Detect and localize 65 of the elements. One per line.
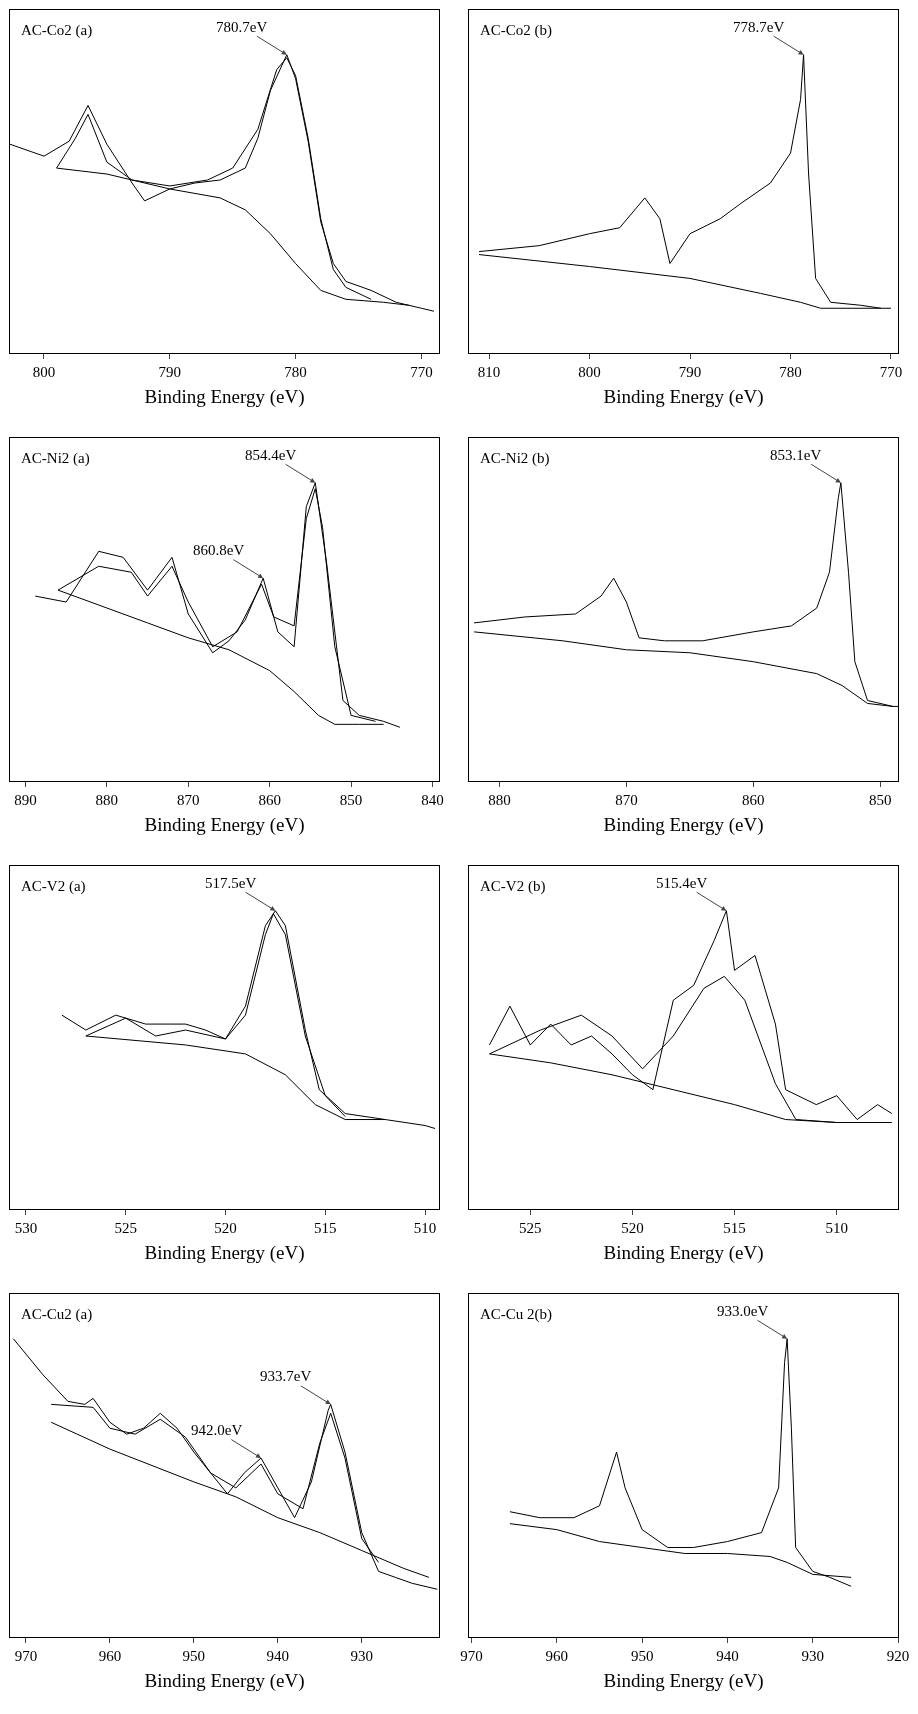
x-tick-label: 880 bbox=[488, 792, 511, 808]
x-axis-title: Binding Energy (eV) bbox=[144, 385, 305, 408]
x-tick-label: 510 bbox=[413, 1220, 437, 1236]
x-tick-label: 920 bbox=[886, 1648, 910, 1664]
annotation: 860.8eV bbox=[193, 542, 245, 558]
x-tick-label: 880 bbox=[95, 792, 119, 808]
chart-title: AC-Ni2 (b) bbox=[480, 450, 550, 467]
x-axis-title: Binding Energy (eV) bbox=[144, 813, 305, 836]
chart-title: AC-V2 (a) bbox=[21, 878, 86, 895]
chart-title: AC-Cu 2(b) bbox=[480, 1306, 553, 1323]
x-tick-label: 800 bbox=[32, 364, 56, 380]
annotation: 933.0eV bbox=[717, 1303, 769, 1319]
x-tick-label: 870 bbox=[177, 792, 200, 808]
x-tick-label: 525 bbox=[114, 1220, 137, 1236]
chart-title: AC-Co2 (a) bbox=[21, 22, 93, 39]
x-tick-label: 770 bbox=[879, 364, 903, 380]
x-tick-label: 780 bbox=[284, 364, 307, 380]
x-tick-label: 850 bbox=[339, 792, 363, 808]
annotation: 854.4eV bbox=[245, 447, 297, 463]
chart-title: AC-Ni2 (a) bbox=[21, 450, 90, 467]
annotation: 515.4eV bbox=[656, 875, 708, 891]
chart-title: AC-Cu2 (a) bbox=[21, 1306, 93, 1323]
chart-title: AC-Co2 (b) bbox=[480, 22, 553, 39]
x-tick-label: 860 bbox=[258, 792, 281, 808]
x-tick-label: 520 bbox=[214, 1220, 237, 1236]
x-tick-label: 860 bbox=[742, 792, 765, 808]
x-tick-label: 930 bbox=[801, 1648, 824, 1664]
x-tick-label: 950 bbox=[182, 1648, 206, 1664]
x-axis-title: Binding Energy (eV) bbox=[144, 1241, 305, 1264]
x-axis-title: Binding Energy (eV) bbox=[603, 1241, 764, 1264]
x-tick-label: 850 bbox=[868, 792, 892, 808]
annotation: 942.0eV bbox=[191, 1422, 243, 1438]
x-tick-label: 940 bbox=[716, 1648, 739, 1664]
x-tick-label: 525 bbox=[519, 1220, 542, 1236]
x-tick-label: 520 bbox=[621, 1220, 644, 1236]
x-tick-label: 790 bbox=[158, 364, 182, 380]
x-axis-title: Binding Energy (eV) bbox=[603, 813, 764, 836]
x-tick-label: 515 bbox=[723, 1220, 746, 1236]
x-tick-label: 960 bbox=[545, 1648, 569, 1664]
x-tick-label: 800 bbox=[578, 364, 601, 380]
annotation: 853.1eV bbox=[770, 447, 822, 463]
annotation: 778.7eV bbox=[733, 19, 785, 35]
x-axis-title: Binding Energy (eV) bbox=[603, 1669, 764, 1692]
x-tick-label: 940 bbox=[266, 1648, 290, 1664]
x-tick-label: 930 bbox=[350, 1648, 374, 1664]
x-tick-label: 870 bbox=[615, 792, 638, 808]
annotation: 933.7eV bbox=[260, 1368, 312, 1384]
x-tick-label: 770 bbox=[410, 364, 433, 380]
x-tick-label: 890 bbox=[14, 792, 37, 808]
annotation: 517.5eV bbox=[205, 875, 257, 891]
x-tick-label: 780 bbox=[779, 364, 802, 380]
x-tick-label: 840 bbox=[421, 792, 444, 808]
x-tick-label: 970 bbox=[14, 1648, 38, 1664]
x-axis-title: Binding Energy (eV) bbox=[144, 1669, 305, 1692]
x-tick-label: 950 bbox=[630, 1648, 654, 1664]
x-tick-label: 790 bbox=[678, 364, 702, 380]
x-tick-label: 970 bbox=[460, 1648, 483, 1664]
x-tick-label: 810 bbox=[477, 364, 501, 380]
x-tick-label: 960 bbox=[98, 1648, 122, 1664]
annotation: 780.7eV bbox=[216, 19, 268, 35]
x-tick-label: 530 bbox=[14, 1220, 38, 1236]
x-tick-label: 510 bbox=[825, 1220, 848, 1236]
chart-title: AC-V2 (b) bbox=[480, 878, 546, 895]
x-axis-title: Binding Energy (eV) bbox=[603, 385, 764, 408]
x-tick-label: 515 bbox=[314, 1220, 337, 1236]
